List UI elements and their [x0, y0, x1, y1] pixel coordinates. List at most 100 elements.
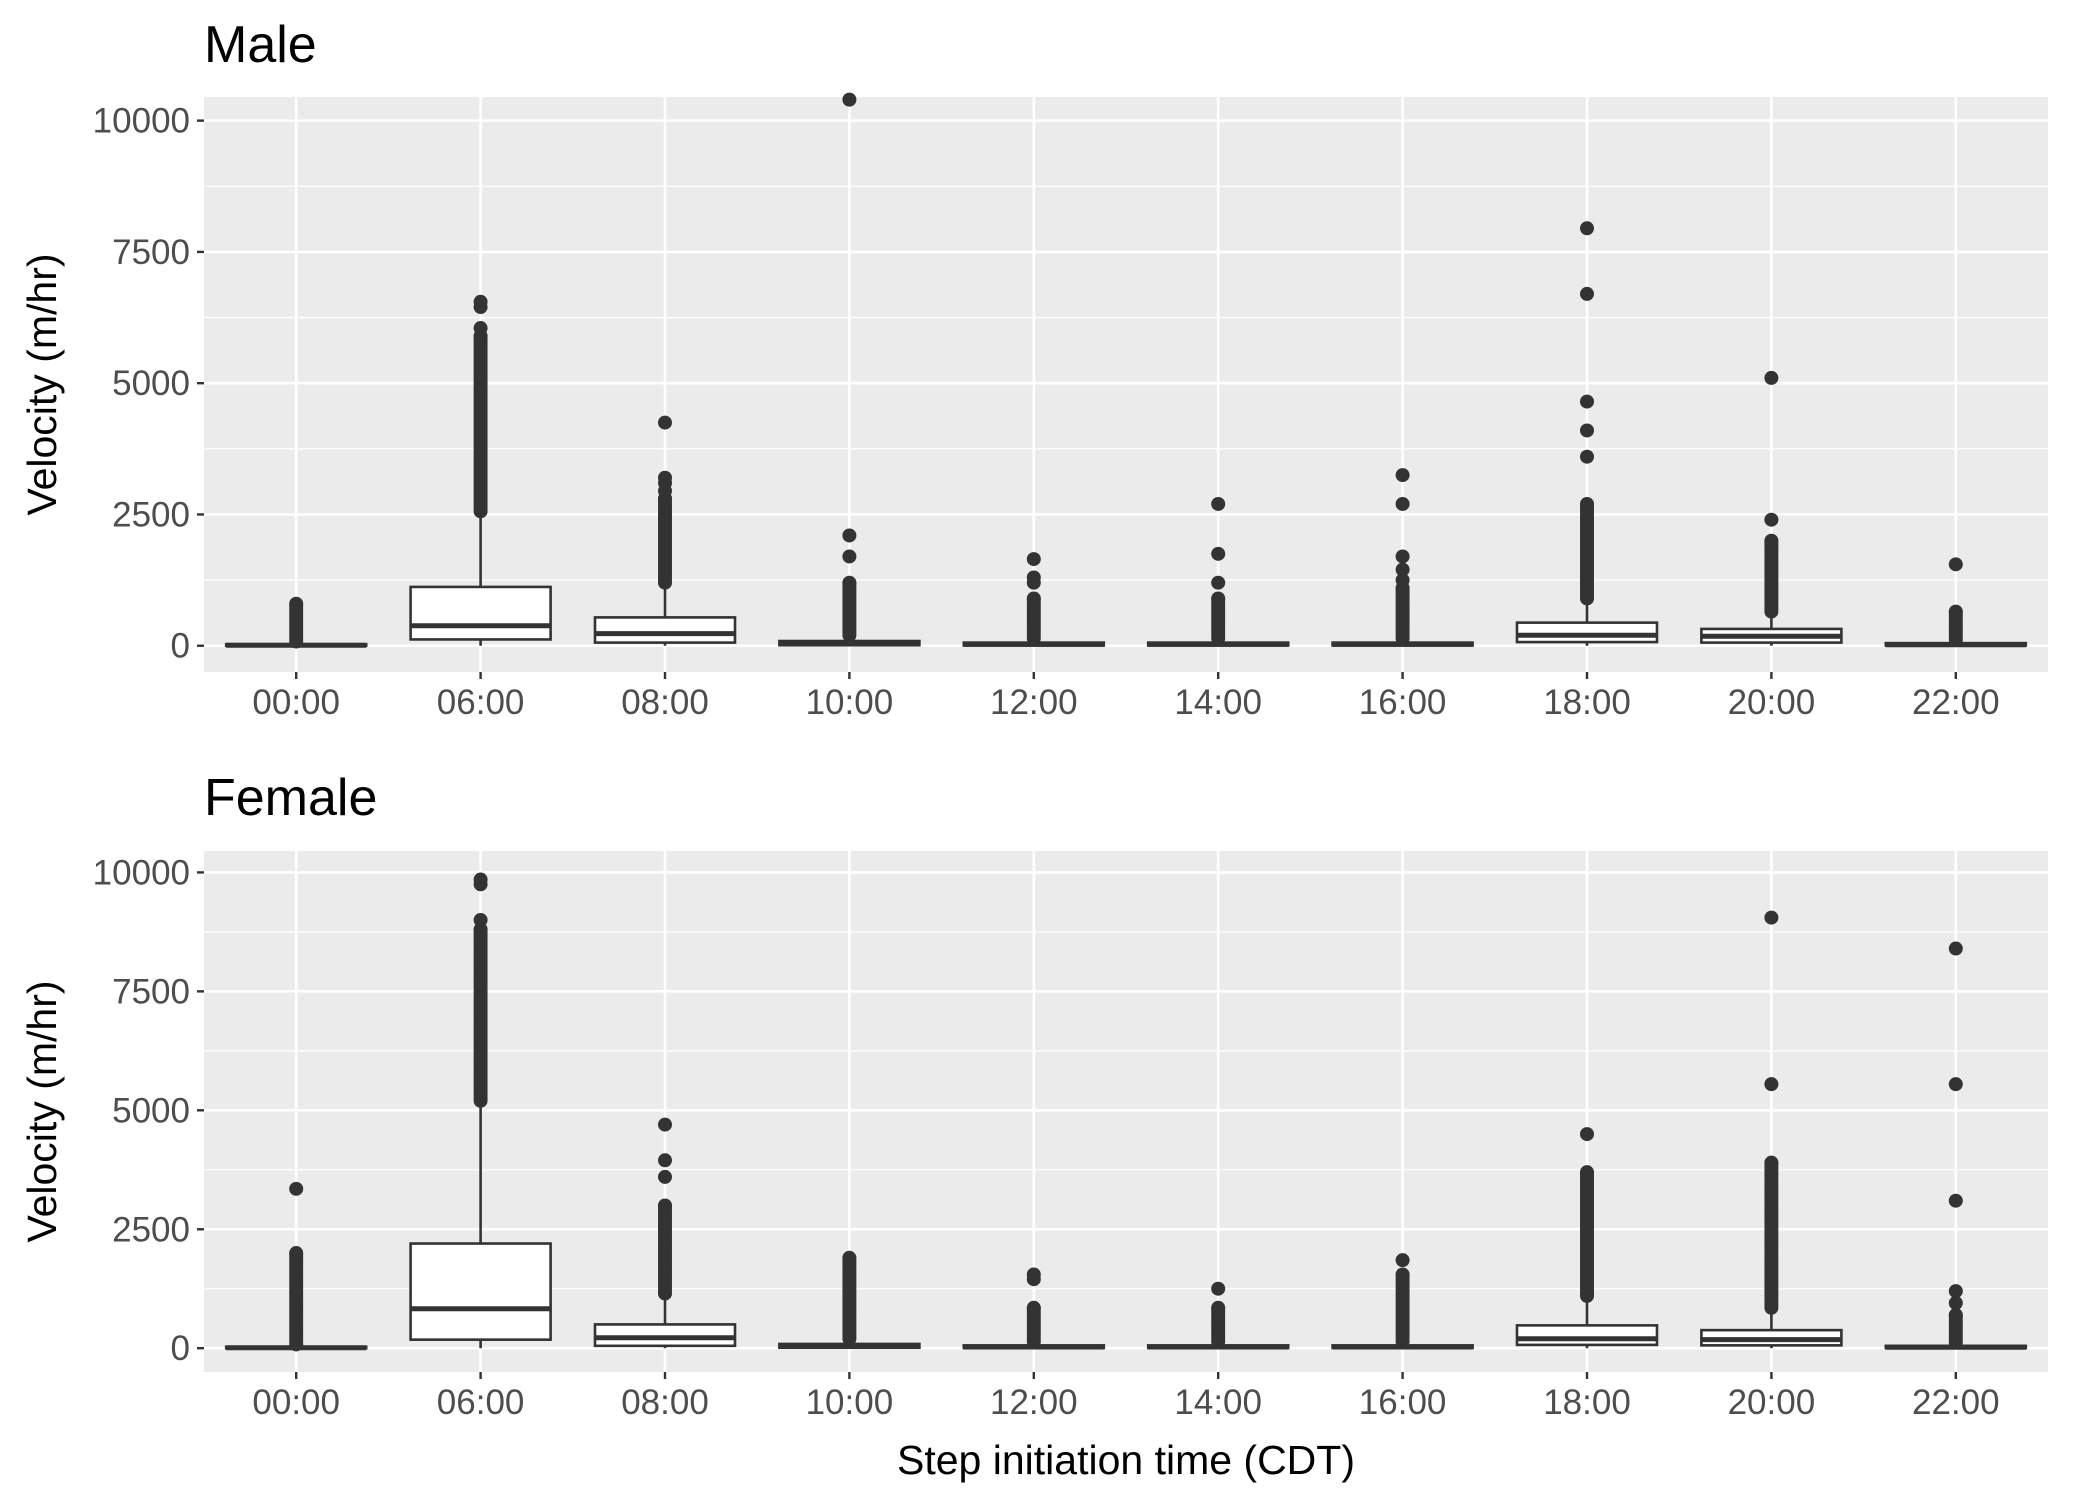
x-tick-label: 12:00	[990, 1383, 1078, 1422]
box-1800	[1515, 221, 1659, 646]
outlier-point	[1764, 370, 1779, 385]
y-tick-label: 5000	[112, 1091, 190, 1130]
outlier-point	[1948, 1193, 1963, 1208]
x-tick-label: 10:00	[806, 1383, 894, 1422]
x-tick-label: 20:00	[1728, 1383, 1816, 1422]
box-0000	[224, 1181, 368, 1352]
outlier-point	[1580, 221, 1594, 236]
panel-background	[204, 97, 2048, 672]
y-tick-label: 2500	[112, 495, 190, 534]
outlier-point	[1948, 941, 1963, 956]
outlier-point	[1211, 1281, 1226, 1296]
outlier-point	[658, 1198, 672, 1213]
outlier-point	[1395, 573, 1410, 588]
x-tick-label: 20:00	[1728, 683, 1816, 722]
box-iqr	[1515, 1324, 1659, 1347]
outlier-point	[1395, 549, 1410, 564]
y-tick-label: 2500	[112, 1210, 190, 1249]
box-2200	[1884, 941, 2028, 1350]
x-tick-label: 08:00	[621, 1383, 709, 1422]
panel-female: 0 2500 5000 7500 10000 00:00 06:00 08:00 10:00 12…	[19, 769, 2048, 1483]
y-axis-label: Velocity (m/hr)	[19, 981, 65, 1243]
outlier-point	[658, 470, 672, 485]
outlier-point	[1948, 557, 1963, 572]
outlier-point	[1580, 496, 1594, 511]
box-2000	[1700, 910, 1843, 1349]
box-iqr	[409, 585, 552, 641]
outlier-point	[1948, 1296, 1963, 1311]
x-tick-label: 18:00	[1543, 683, 1631, 722]
outlier-point	[473, 912, 488, 927]
box-1200	[962, 552, 1106, 647]
outlier-point	[1395, 468, 1410, 483]
outlier-point	[1211, 496, 1226, 511]
x-tick-label: 18:00	[1543, 1383, 1631, 1422]
outlier-point	[1948, 1077, 1963, 1092]
x-tick-label: 14:00	[1174, 683, 1262, 722]
outlier-point	[1580, 449, 1594, 464]
x-axis-label: Step initiation time (CDT)	[897, 1437, 1355, 1483]
outlier-point	[1395, 496, 1410, 511]
y-tick-label: 0	[171, 627, 190, 666]
y-axis-label: Velocity (m/hr)	[19, 254, 65, 516]
box-iqr	[1515, 621, 1659, 644]
outlier-point	[1580, 1127, 1594, 1142]
x-tick-label: 22:00	[1912, 683, 2000, 722]
y-tick-label: 7500	[112, 972, 190, 1011]
box-1400	[1146, 496, 1290, 647]
outlier-point	[1764, 1077, 1779, 1092]
outlier-point	[289, 596, 304, 611]
x-tick-label: 12:00	[990, 683, 1078, 722]
outlier-point	[1764, 533, 1779, 548]
box-1400	[1146, 1281, 1290, 1350]
y-tick-label: 10000	[93, 102, 190, 141]
outlier-point	[1580, 423, 1594, 438]
box-1000	[778, 92, 921, 647]
outlier-point	[842, 549, 857, 564]
outlier-point	[1026, 1267, 1041, 1282]
outlier-point	[842, 575, 857, 590]
outlier-point	[842, 92, 857, 107]
outlier-point	[289, 1246, 304, 1261]
y-tick-label: 5000	[112, 364, 190, 403]
outlier-point	[1948, 1284, 1963, 1299]
x-tick-label: 00:00	[252, 683, 340, 722]
x-tick-label: 08:00	[621, 683, 709, 722]
outlier-point	[1580, 1165, 1594, 1180]
outlier-point	[473, 294, 488, 309]
outlier-point	[473, 872, 488, 887]
outlier-point	[1764, 512, 1779, 527]
outlier-point	[658, 1169, 672, 1184]
x-tick-label: 06:00	[437, 683, 525, 722]
outlier-point	[1211, 546, 1226, 561]
outlier-point	[658, 415, 672, 430]
box-2200	[1884, 557, 2028, 648]
box-1000	[778, 1250, 921, 1350]
y-tick-label: 10000	[93, 853, 190, 892]
x-tick-label: 00:00	[252, 1383, 340, 1422]
x-tick-label: 10:00	[806, 683, 894, 722]
outlier-point	[1026, 570, 1041, 585]
x-tick-label: 16:00	[1359, 1383, 1447, 1422]
outlier-point	[1026, 552, 1041, 567]
box-0000	[224, 596, 368, 649]
outlier-point	[1211, 575, 1226, 590]
outlier-point	[1211, 591, 1226, 606]
panel-title: Female	[204, 769, 377, 827]
outlier-point	[842, 528, 857, 543]
outlier-point	[842, 1250, 857, 1265]
outlier-point	[473, 321, 488, 336]
outlier-point	[1948, 1307, 1963, 1322]
box-iqr	[409, 1242, 552, 1341]
x-tick-label: 22:00	[1912, 1383, 2000, 1422]
box-2000	[1700, 370, 1843, 646]
panel-title: Male	[204, 16, 317, 74]
box-0600	[409, 294, 552, 646]
outlier-point	[1395, 1253, 1410, 1268]
y-tick-label: 0	[171, 1329, 190, 1368]
outlier-point	[1395, 562, 1410, 577]
box-0800	[593, 1117, 737, 1349]
x-tick-label: 14:00	[1174, 1383, 1262, 1422]
outlier-point	[1211, 1300, 1226, 1315]
box-0600	[409, 872, 552, 1349]
